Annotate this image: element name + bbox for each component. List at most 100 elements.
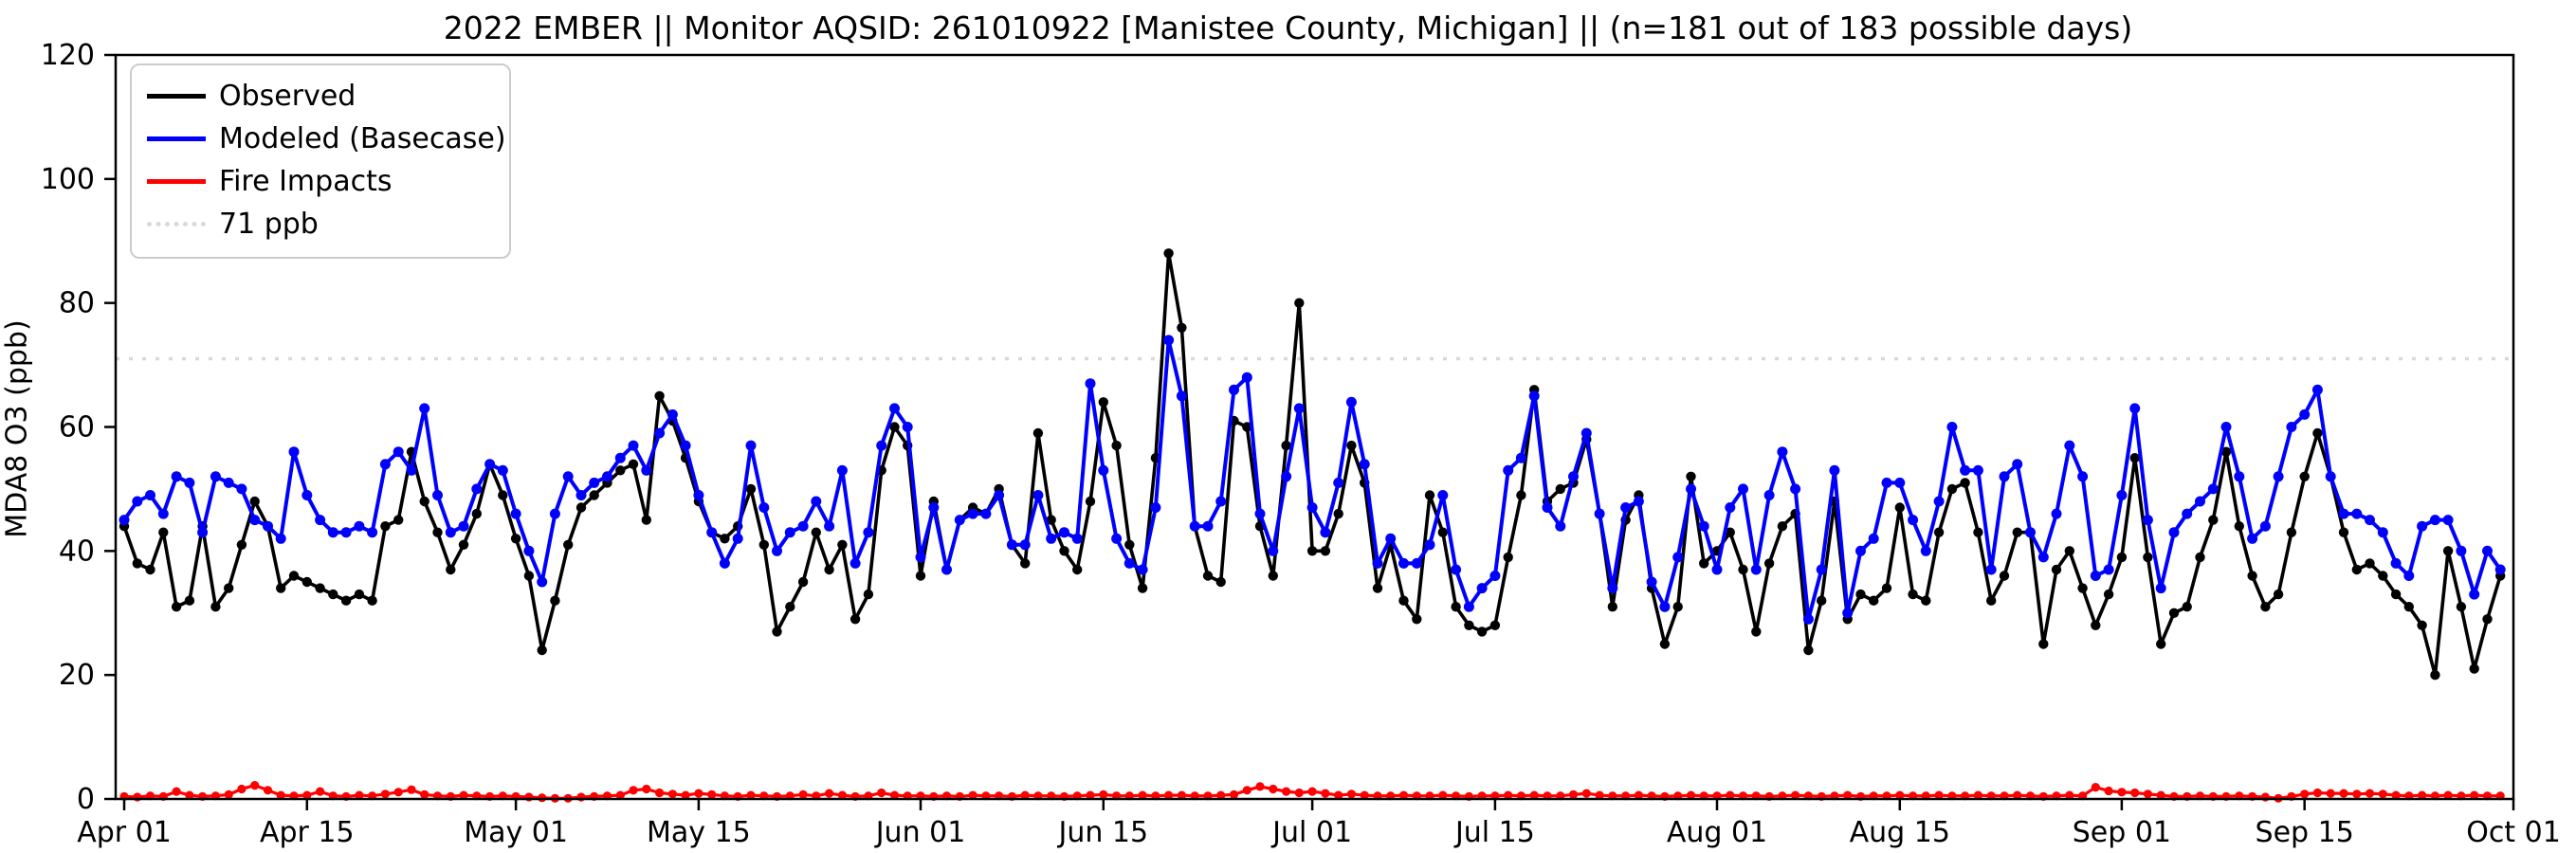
- observed-point: [249, 496, 260, 507]
- fire-impacts-point: [2470, 790, 2479, 800]
- y-tick-label: 0: [77, 783, 95, 816]
- fire-impacts-point: [2300, 789, 2310, 799]
- fire-impacts-point: [1086, 790, 1095, 800]
- modeled-basecase-point: [2442, 515, 2454, 526]
- modeled-basecase-point: [876, 440, 887, 451]
- modeled-basecase-point: [458, 520, 469, 532]
- modeled-basecase-point: [184, 477, 195, 488]
- modeled-basecase-line: [122, 337, 2502, 622]
- x-tick-label: May 01: [464, 816, 568, 849]
- observed-point: [158, 527, 169, 537]
- observed-point: [1960, 478, 1970, 488]
- y-tick-label: 100: [41, 163, 95, 196]
- observed-point: [2442, 546, 2454, 556]
- modeled-basecase-point: [1881, 477, 1892, 488]
- modeled-basecase-point: [575, 490, 587, 500]
- modeled-basecase-point: [628, 440, 639, 451]
- modeled-basecase-point: [1268, 545, 1279, 556]
- modeled-basecase-point: [471, 483, 483, 495]
- modeled-basecase-point: [2351, 508, 2363, 519]
- fire-impacts-point: [302, 790, 312, 800]
- observed-point: [1281, 440, 1291, 451]
- observed-point: [2077, 583, 2088, 593]
- modeled-basecase-point: [994, 490, 1005, 500]
- modeled-basecase-point: [1542, 502, 1553, 513]
- modeled-basecase-point: [1659, 601, 1671, 612]
- observed-point: [1777, 521, 1788, 532]
- modeled-basecase-point: [393, 446, 404, 458]
- observed-point: [1098, 397, 1109, 408]
- observed-point: [1999, 571, 2010, 581]
- y-tick-label: 40: [59, 535, 95, 568]
- modeled-basecase-point: [2168, 527, 2180, 538]
- fire-impacts-point: [1934, 790, 1944, 800]
- modeled-basecase-point: [706, 527, 718, 538]
- modeled-basecase-point: [1503, 464, 1514, 476]
- observed-point: [523, 571, 535, 581]
- observed-point: [1268, 571, 1279, 581]
- observed-point: [1320, 546, 1331, 556]
- legend-box: Observed Modeled (Basecase) Fire Impacts…: [130, 64, 511, 259]
- observed-point: [498, 490, 508, 500]
- modeled-basecase-point: [379, 459, 391, 470]
- observed-point: [1869, 595, 1879, 606]
- modeled-basecase-point: [1320, 527, 1331, 538]
- modeled-basecase-point: [223, 477, 234, 488]
- observed-point: [1881, 583, 1892, 593]
- y-tick-label: 60: [59, 411, 95, 445]
- observed-point: [446, 564, 456, 575]
- fire-impacts-point: [407, 785, 416, 794]
- modeled-basecase-point: [2025, 527, 2036, 538]
- fire-impacts-point: [1255, 782, 1265, 791]
- fire-impacts-point: [2117, 788, 2127, 797]
- modeled-basecase-point: [1972, 464, 1983, 476]
- fire-impacts-point: [1360, 790, 1369, 800]
- modeled-basecase-point: [497, 464, 508, 476]
- modeled-basecase-point: [132, 496, 143, 507]
- fire-impacts-point: [1634, 790, 1643, 800]
- observed-point: [772, 626, 782, 637]
- modeled-basecase-point: [654, 427, 666, 439]
- modeled-basecase-point: [1489, 571, 1501, 581]
- observed-point: [2091, 620, 2101, 630]
- modeled-basecase-point: [1816, 564, 1827, 575]
- observed-point: [850, 614, 861, 625]
- observed-point: [589, 490, 599, 500]
- observed-point: [510, 534, 521, 544]
- observed-point: [2390, 589, 2402, 600]
- modeled-basecase-point: [2469, 589, 2480, 600]
- modeled-basecase-point: [758, 502, 770, 513]
- modeled-basecase-point: [2051, 508, 2062, 519]
- observed-point: [1476, 626, 1488, 637]
- observed-point: [811, 527, 821, 537]
- modeled-basecase-point: [2417, 520, 2428, 532]
- legend-label: 71 ppb: [219, 208, 319, 241]
- fire-impacts-point: [1334, 790, 1343, 800]
- observed-point: [2260, 602, 2271, 612]
- fire-impacts-point: [1269, 784, 1278, 794]
- observed-point: [1306, 546, 1318, 556]
- fire-impacts-point: [889, 790, 900, 800]
- fire-impacts-point: [1581, 789, 1591, 798]
- modeled-basecase-point: [1202, 520, 1214, 532]
- modeled-basecase-point: [2429, 515, 2440, 526]
- observed-point: [1933, 527, 1945, 537]
- fire-impacts-point: [2365, 789, 2375, 798]
- fire-impacts-point: [837, 790, 848, 800]
- observed-point: [2103, 589, 2114, 600]
- x-tick-label: Apr 15: [260, 816, 355, 849]
- modeled-basecase-point: [1646, 576, 1657, 588]
- fire-impacts-point: [1138, 790, 1147, 800]
- modeled-basecase-point: [1411, 557, 1422, 569]
- fire-impacts-point: [1398, 790, 1409, 800]
- fire-impacts-point: [185, 790, 194, 800]
- modeled-basecase-point: [1620, 502, 1632, 513]
- modeled-basecase-point: [537, 576, 548, 588]
- modeled-basecase-point: [2234, 471, 2245, 482]
- observed-point: [236, 539, 247, 550]
- observed-point: [641, 515, 651, 525]
- y-tick-label: 80: [59, 287, 95, 320]
- fire-impacts-point: [2312, 788, 2322, 798]
- x-tick-label: Jun 15: [1056, 816, 1148, 849]
- modeled-basecase-point: [562, 471, 574, 482]
